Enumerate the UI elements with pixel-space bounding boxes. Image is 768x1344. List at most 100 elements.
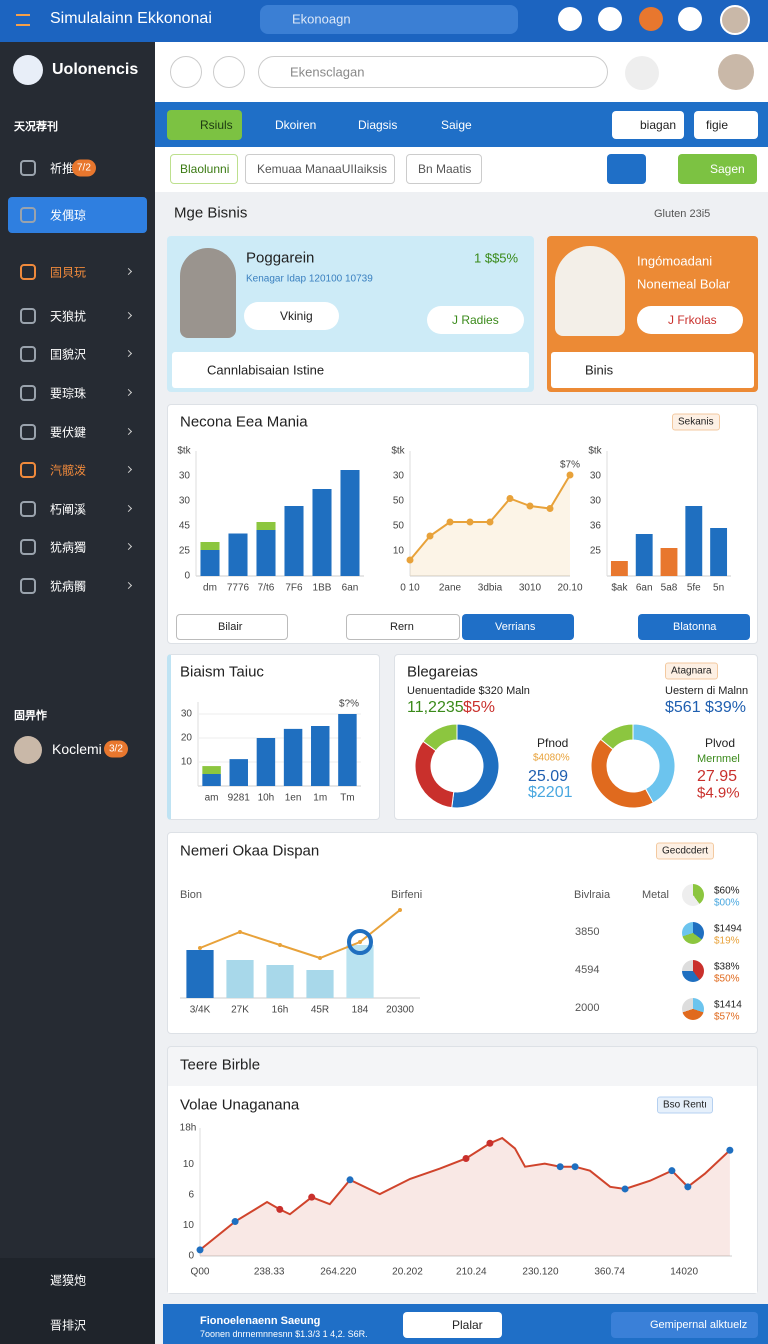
tab[interactable]: Saige	[441, 118, 472, 132]
icon[interactable]	[558, 7, 582, 31]
filter-chip[interactable]	[245, 154, 395, 184]
bottom-title: Fionoelenaenn Saeung	[200, 1315, 321, 1327]
button[interactable]	[346, 614, 460, 640]
button-label[interactable]: Blatonna	[673, 621, 717, 633]
x-tick-label: 5n	[713, 583, 724, 594]
bar	[610, 561, 628, 576]
icon[interactable]	[625, 56, 659, 90]
chip[interactable]: Atagnara	[665, 662, 718, 680]
tab[interactable]: Diagsis	[358, 118, 398, 132]
nav-item[interactable]: 犹病髑	[50, 579, 87, 594]
nav-item[interactable]: 固貝玩	[50, 265, 87, 280]
active-item[interactable]	[8, 197, 147, 233]
button-label[interactable]: J Radies	[452, 313, 499, 327]
button[interactable]	[612, 111, 684, 139]
card-sub: Kenagar Idap 120100 10739	[246, 273, 373, 285]
pie-text: $4080%	[533, 752, 570, 764]
button[interactable]	[694, 111, 758, 139]
x-tick-label: Tm	[340, 793, 354, 804]
active-tab[interactable]	[167, 110, 242, 140]
button-label[interactable]: Rern	[390, 621, 414, 633]
button[interactable]	[611, 1312, 758, 1338]
search-box[interactable]	[260, 5, 518, 34]
tab[interactable]: Rsiuls	[200, 118, 233, 132]
nav-item[interactable]: 发偶琼	[50, 208, 87, 223]
chip[interactable]: Bso Rentı	[657, 1096, 713, 1114]
icon[interactable]	[170, 56, 202, 88]
button[interactable]	[176, 614, 288, 640]
card-link[interactable]	[172, 352, 529, 388]
nav-icon	[20, 207, 36, 223]
search-placeholder[interactable]: Ekensclagan	[290, 64, 365, 80]
search-placeholder[interactable]: Ekonoagn	[292, 11, 351, 27]
y-tick-label: 6	[188, 1190, 194, 1201]
button[interactable]	[678, 154, 757, 184]
button[interactable]	[403, 1312, 502, 1338]
button[interactable]	[607, 154, 646, 184]
link-label[interactable]: Binis	[585, 362, 614, 378]
line	[199, 909, 401, 960]
point	[486, 518, 494, 526]
card-link[interactable]	[551, 352, 754, 388]
icon[interactable]	[639, 7, 663, 31]
pie-text: Mernmel	[697, 753, 740, 765]
nav-item[interactable]: 祈推	[50, 161, 75, 176]
filter-label[interactable]: Blaolunni	[180, 162, 230, 176]
point	[546, 505, 554, 512]
button-label[interactable]: J Frkolas	[668, 313, 717, 327]
icon[interactable]	[213, 56, 245, 88]
filter-label[interactable]: Kemuaa ManaaUIIaiksis	[257, 162, 388, 176]
nav-item[interactable]: 犹病獨	[50, 540, 87, 555]
button-label[interactable]: Bilair	[218, 621, 243, 633]
nav-item[interactable]: 汽髋泼	[50, 463, 87, 478]
avatar[interactable]	[720, 5, 750, 35]
annotation: Birfeni	[391, 889, 423, 901]
chip[interactable]: Gecdcdert	[656, 842, 715, 860]
bar	[660, 548, 678, 576]
button[interactable]	[638, 614, 750, 640]
user-label[interactable]: Gemipernal alktuelz	[650, 1319, 748, 1331]
x-tick-label: dm	[203, 583, 217, 594]
search-box[interactable]	[258, 56, 608, 88]
x-tick-label: 230.120	[522, 1267, 559, 1278]
nav-item[interactable]: 朽阐溪	[50, 502, 87, 517]
point	[506, 495, 514, 502]
button-label[interactable]: figie	[706, 118, 729, 132]
unit-label: $tk	[177, 446, 191, 457]
profile-name[interactable]: Koclemi	[52, 741, 102, 757]
button[interactable]	[427, 306, 524, 334]
panel-title: Blegareias	[407, 663, 478, 681]
button[interactable]	[637, 306, 743, 334]
chip[interactable]: Sekanis	[672, 413, 720, 431]
chip[interactable]	[244, 302, 339, 330]
button-label[interactable]: biagan	[640, 118, 677, 132]
nav-item[interactable]: 要伏鍵	[50, 425, 87, 440]
bar	[202, 766, 221, 774]
y-tick-label: 50	[393, 521, 405, 532]
avatar[interactable]	[718, 54, 754, 90]
card-text: Ingómoadani	[637, 253, 713, 269]
unit-label: $tk	[588, 446, 602, 457]
filter-chip[interactable]	[406, 154, 482, 184]
filter-label[interactable]: Bn Maatis	[418, 162, 472, 176]
link-label[interactable]: Cannlabisaian Istine	[207, 362, 325, 378]
nav-item[interactable]: 晋排沢	[50, 1318, 87, 1333]
menu-icon[interactable]	[16, 14, 30, 26]
nav-item[interactable]: 要琮珠	[50, 386, 87, 401]
tab[interactable]: Dkoiren	[275, 118, 317, 132]
icon[interactable]	[678, 7, 702, 31]
section-meta: Gluten 23i5	[654, 208, 711, 220]
filter-chip[interactable]	[170, 154, 238, 184]
nav-item[interactable]: 天狼扰	[50, 309, 87, 324]
button[interactable]	[462, 614, 574, 640]
x-tick-label: 7F6	[285, 583, 303, 594]
chip-label[interactable]: Vkinig	[280, 309, 313, 323]
button-label[interactable]: Sagen	[710, 162, 745, 176]
icon[interactable]	[598, 7, 622, 31]
nav-item[interactable]: 遲獏炮	[50, 1273, 87, 1288]
nav-item[interactable]: 囯貌沢	[50, 347, 87, 362]
button-label[interactable]: Plalar	[452, 1318, 483, 1332]
x-tick-label: 10h	[258, 793, 275, 804]
button-label[interactable]: Verrians	[495, 621, 536, 633]
highlight-point	[347, 929, 373, 955]
